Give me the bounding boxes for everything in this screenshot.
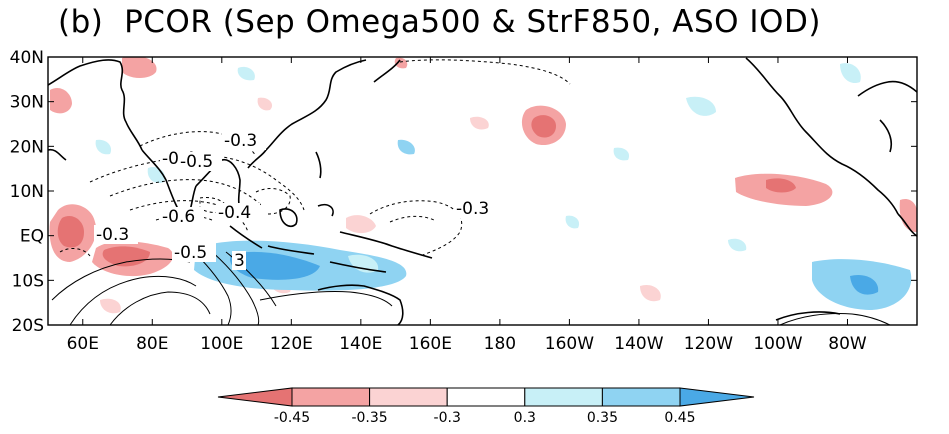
contour-label: -0.3 bbox=[96, 225, 129, 245]
colorbar-swatch bbox=[291, 387, 371, 407]
colorbar-label: -0.3 bbox=[434, 410, 461, 426]
lat-tick-label: 20S bbox=[12, 316, 44, 336]
contour-label: -0.3 bbox=[456, 199, 489, 219]
colorbar-swatch bbox=[369, 387, 448, 407]
contour-label: -0.6 bbox=[162, 207, 195, 227]
colorbar-swatch bbox=[601, 387, 681, 407]
lon-tick-label: 80E bbox=[136, 334, 168, 354]
colorbar-label: -0.45 bbox=[274, 410, 310, 426]
colorbar-label: 0.35 bbox=[587, 410, 618, 426]
lat-tick-label: 30N bbox=[10, 93, 44, 113]
lon-tick-label: 180 bbox=[484, 334, 516, 354]
negative-shading bbox=[49, 57, 917, 314]
contour-label: -0.4 bbox=[218, 203, 251, 223]
lon-tick-label: 120E bbox=[270, 334, 313, 354]
colorbar-swatch bbox=[217, 387, 293, 407]
lon-tick-label: 80W bbox=[828, 334, 867, 354]
shaded-field bbox=[48, 57, 917, 325]
lon-tick-label: 100W bbox=[753, 334, 802, 354]
lat-tick-label: 10S bbox=[12, 271, 44, 291]
contour-label: -0.5 bbox=[174, 243, 207, 263]
lat-tick-label: 20N bbox=[10, 137, 44, 157]
lon-tick-label: 60E bbox=[67, 334, 99, 354]
colorbar-swatch bbox=[524, 387, 603, 407]
colorbar-swatch bbox=[679, 387, 755, 407]
positive-shading bbox=[95, 63, 912, 310]
lat-tick-label: 40N bbox=[10, 48, 44, 68]
colorbar: -0.45 -0.35 -0.3 0.3 0.35 0.45 bbox=[217, 387, 755, 426]
lon-tick-label: 120W bbox=[684, 334, 733, 354]
colorbar-label: 0.45 bbox=[664, 410, 695, 426]
contour-label: -0.5 bbox=[180, 152, 213, 172]
lon-tick-label: 140W bbox=[614, 334, 663, 354]
lon-tick-label: 160E bbox=[409, 334, 452, 354]
lat-tick-label: 10N bbox=[10, 182, 44, 202]
colorbar-label: -0.35 bbox=[351, 410, 387, 426]
lon-tick-label: 100E bbox=[200, 334, 243, 354]
colorbar-swatch bbox=[446, 387, 526, 407]
coastlines bbox=[48, 57, 917, 325]
contour-labels: -0.3-0.4-0.5-0.6-0.4-0.3-0.3-0.53 bbox=[94, 131, 498, 271]
solid-contours bbox=[51, 249, 891, 325]
colorbar-label: 0.3 bbox=[514, 410, 536, 426]
contour-label: -0.3 bbox=[224, 131, 257, 151]
axis-ticks: 60E 80E 100E 120E 140E 160E 180 160W 140W 120W 100… bbox=[10, 48, 917, 354]
map-title: (b) PCOR (Sep Omega500 & StrF850, ASO IO… bbox=[58, 4, 821, 40]
lon-tick-label: 160W bbox=[545, 334, 594, 354]
lon-tick-label: 140E bbox=[339, 334, 382, 354]
lat-tick-label: EQ bbox=[20, 227, 44, 247]
contour-label: 3 bbox=[234, 251, 245, 271]
